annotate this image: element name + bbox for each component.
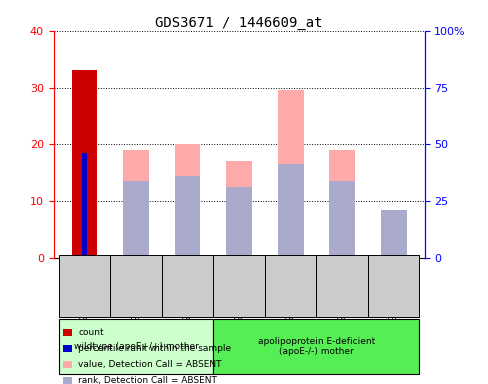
Bar [226, 161, 252, 258]
Bar [162, 255, 213, 316]
Bar [213, 319, 419, 374]
Bar [123, 181, 149, 258]
Bar [59, 319, 213, 374]
Bar [278, 164, 304, 258]
Text: apolipoprotein E-deficient
(apoE-/-) mother: apolipoprotein E-deficient (apoE-/-) mot… [258, 337, 375, 356]
Text: value, Detection Call = ABSENT: value, Detection Call = ABSENT [78, 360, 222, 369]
Bar [123, 150, 149, 258]
Bar [175, 144, 201, 258]
Bar [72, 71, 98, 258]
Bar [59, 255, 110, 316]
Text: wildtype (apoE+/+) mother: wildtype (apoE+/+) mother [74, 342, 199, 351]
Bar [226, 187, 252, 258]
Text: count: count [78, 328, 104, 337]
Title: GDS3671 / 1446609_at: GDS3671 / 1446609_at [155, 16, 323, 30]
Bar [368, 255, 419, 316]
Bar [175, 175, 201, 258]
Bar [329, 150, 355, 258]
Bar [381, 224, 407, 258]
Bar [110, 255, 162, 316]
Bar [329, 181, 355, 258]
Bar [82, 153, 87, 258]
Bar [265, 255, 316, 316]
Text: percentile rank within the sample: percentile rank within the sample [78, 344, 231, 353]
Bar [381, 210, 407, 258]
Bar [278, 90, 304, 258]
Bar [316, 255, 368, 316]
Bar [213, 255, 265, 316]
Text: rank, Detection Call = ABSENT: rank, Detection Call = ABSENT [78, 376, 217, 384]
